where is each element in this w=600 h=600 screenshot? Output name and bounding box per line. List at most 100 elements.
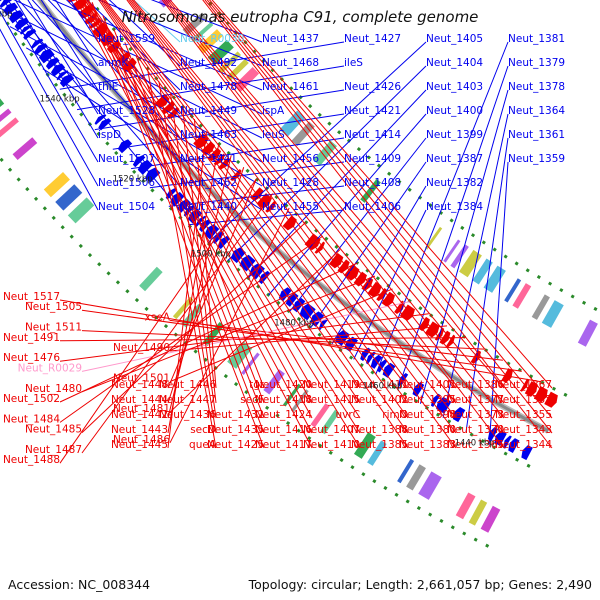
forward-cog-block-22 xyxy=(12,137,38,161)
forward-gene-label: Neut_R0030 xyxy=(180,33,244,45)
reverse-bottom-gene-leader xyxy=(85,0,361,404)
gene-label-layer: Neut_1559 anmK thiE Neut_1528 ispD Neut_1507 N… xyxy=(3,33,565,466)
forward-cog-block-2 xyxy=(455,492,476,520)
reverse-cog-block-4 xyxy=(504,278,522,303)
reverse-bottom-gene-leader xyxy=(78,0,313,434)
reverse-left-gene-leader xyxy=(169,319,503,361)
reverse-left-gene-label: Neut_1485 xyxy=(25,424,82,436)
forward-gene-29 xyxy=(204,224,220,240)
forward-gene-label: Neut_1456 xyxy=(262,153,319,165)
forward-cog-block-25 xyxy=(0,98,5,108)
reverse-bottom-gene-label: secD xyxy=(190,424,216,436)
reverse-left-gene-leader xyxy=(169,249,341,413)
forward-gene-0 xyxy=(521,445,533,461)
reverse-bottom-gene-label: Neut_1448 xyxy=(111,379,168,391)
forward-gene-label: Neut_1559 xyxy=(98,33,155,45)
forward-gene-label: Neut_1404 xyxy=(426,57,483,69)
reverse-bottom-gene-label: Neut_1365 xyxy=(447,439,504,451)
reverse-cog-block-1 xyxy=(541,300,564,328)
forward-gene-label: anmK xyxy=(98,57,129,69)
forward-gene-2 xyxy=(503,435,512,449)
reverse-bottom-gene-leader xyxy=(102,15,265,434)
reverse-bottom-gene-leader xyxy=(163,0,505,434)
scale-label: 1540 kbp xyxy=(40,95,80,105)
forward-gene-41 xyxy=(98,118,112,131)
reverse-bottom-gene-leader xyxy=(99,0,409,434)
reverse-cog-block-3 xyxy=(512,283,532,309)
forward-gene-label: Neut_1528 xyxy=(98,105,155,117)
reverse-gene-0 xyxy=(544,391,558,408)
forward-gene-label: Neut_1409 xyxy=(344,153,401,165)
forward-gene-label: leuS xyxy=(262,129,285,141)
forward-gene-label: Neut_1449 xyxy=(180,105,237,117)
forward-gene-leader xyxy=(6,0,181,211)
reverse-bottom-gene-label: tgt xyxy=(249,379,264,391)
map-title: Nitrosomonas eutropha C91, complete geno… xyxy=(121,8,479,26)
reverse-bottom-gene-label: Neut_1416 xyxy=(255,424,312,436)
reverse-gene-24 xyxy=(265,200,277,213)
forward-gene-leader xyxy=(150,0,263,43)
reverse-bottom-gene-leader xyxy=(75,0,313,449)
forward-gene-label: Neut_1462 xyxy=(180,177,237,189)
forward-gene-leader xyxy=(289,137,427,313)
reverse-bottom-gene-leader xyxy=(126,0,457,449)
forward-gene-leader xyxy=(86,0,181,91)
forward-gene-label: Neut_1478 xyxy=(180,81,237,93)
reverse-bottom-gene-label: Neut_1383 xyxy=(399,439,456,451)
forward-cog-block-3 xyxy=(418,471,442,500)
reverse-bottom-gene-leader xyxy=(129,0,457,419)
forward-cog-block-24 xyxy=(0,108,12,122)
reverse-left-gene-label: Neut_1487 xyxy=(25,444,82,456)
forward-gene-label: Neut_1378 xyxy=(508,81,565,93)
forward-gene-40 xyxy=(117,139,133,154)
reverse-gene-4 xyxy=(501,368,513,383)
reverse-gene-25 xyxy=(256,192,272,209)
reverse-bottom-gene-label: Neut_1380 xyxy=(399,424,456,436)
forward-gene-53 xyxy=(8,10,24,24)
forward-gene-label: Neut_1427 xyxy=(344,33,401,45)
forward-gene-leader xyxy=(131,137,345,170)
reverse-bottom-gene-label: Neut_1344 xyxy=(495,439,552,451)
forward-gene-label: Neut_1384 xyxy=(426,201,483,213)
reverse-bottom-gene-leader xyxy=(133,0,457,389)
reverse-bottom-gene-label: Neut_1407 xyxy=(303,424,360,436)
forward-gene-56 xyxy=(0,0,2,2)
forward-gene-label: Neut_1507 xyxy=(98,153,155,165)
reverse-gene-21 xyxy=(314,241,326,254)
forward-gene-leader xyxy=(18,0,181,187)
reverse-bottom-gene-label: Neut_1444 xyxy=(111,394,168,406)
reverse-cog-block-11 xyxy=(360,179,381,203)
reverse-bottom-gene-label: Neut_1377 xyxy=(447,394,504,406)
forward-gene-leader xyxy=(331,185,427,345)
reverse-bottom-gene-label: Neut_1445 xyxy=(111,439,168,451)
forward-cog-block-6 xyxy=(367,440,387,466)
reverse-cog-block-10 xyxy=(424,226,443,250)
reverse-bottom-gene-leader xyxy=(204,0,553,434)
reverse-left-gene-label: Neut_1491 xyxy=(3,332,60,344)
scale-label: 1460 kbp xyxy=(362,382,402,392)
genome-stats-text: Topology: circular; Length: 2,661,057 bp… xyxy=(248,577,592,592)
forward-gene-label: Neut_1405 xyxy=(426,33,483,45)
reverse-gene-45 xyxy=(67,0,77,3)
forward-gene-label: Neut_1361 xyxy=(508,129,565,141)
forward-gene-27 xyxy=(217,235,231,250)
reverse-left-gene-leader xyxy=(59,337,466,342)
reverse-bottom-gene-label: Neut_1410 xyxy=(303,439,360,451)
reverse-bottom-gene-leader xyxy=(167,0,505,404)
scale-label: 1440 kbp xyxy=(455,439,495,449)
forward-gene-leader xyxy=(59,41,345,90)
forward-gene-13 xyxy=(365,351,376,365)
reverse-cog-block-2 xyxy=(531,294,550,320)
forward-cog-block-10 xyxy=(290,389,309,413)
reverse-left-gene-label: Neut_1505 xyxy=(25,301,82,313)
forward-gene-label: Neut_1400 xyxy=(426,105,483,117)
forward-gene-label: Neut_1441 xyxy=(180,153,237,165)
reverse-bottom-gene-label: Neut_1357 xyxy=(495,394,552,406)
forward-gene-label: Neut_1403 xyxy=(426,81,483,93)
forward-cog-block-0 xyxy=(480,505,501,533)
forward-gene-label: Neut_1455 xyxy=(262,201,319,213)
reverse-bottom-gene-label: Neut_1402 xyxy=(351,394,408,406)
reverse-left-gene-leader xyxy=(169,325,448,352)
reverse-bottom-gene-label: Neut_1395 xyxy=(399,394,456,406)
